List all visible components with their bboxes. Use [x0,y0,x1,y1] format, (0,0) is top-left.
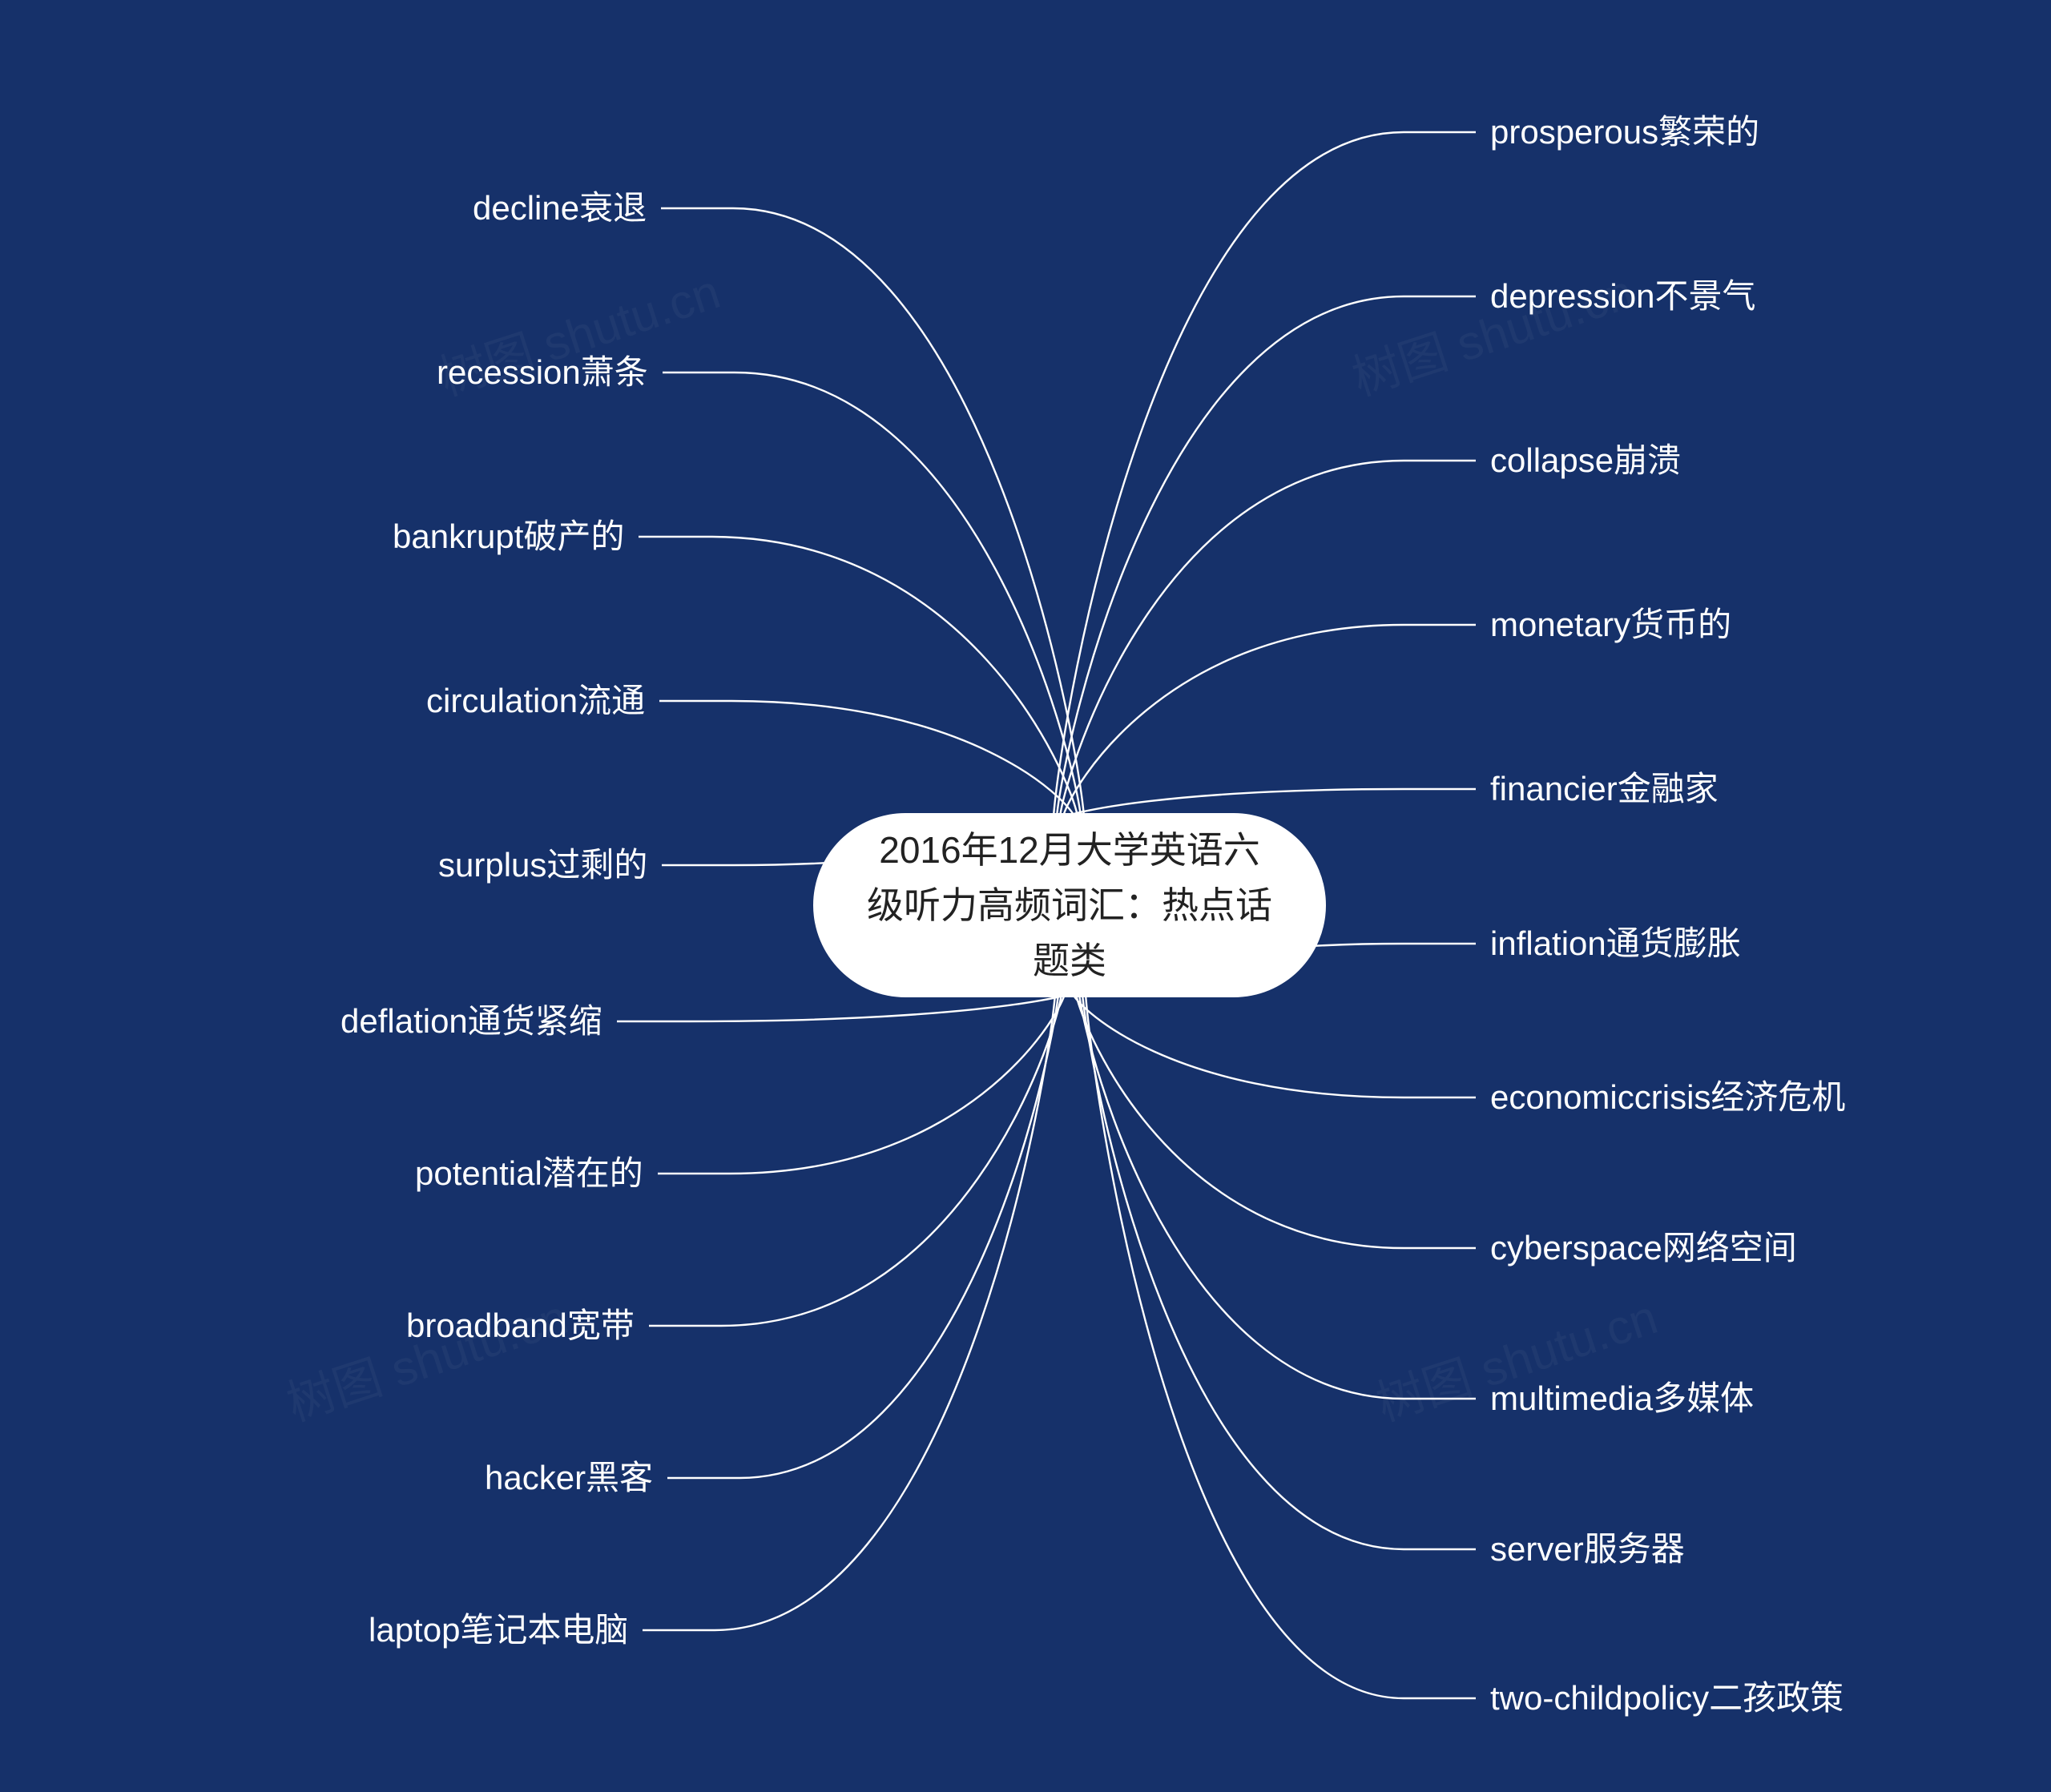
edge [661,208,1084,816]
edge [1076,994,1476,1248]
edge [659,701,1074,816]
center-node: 2016年12月大学英语六级听力高频词汇：热点话题类 [813,813,1326,997]
leaf-node: depression不景气 [1490,280,1755,313]
leaf-node: multimedia多媒体 [1490,1382,1754,1415]
leaf-node: circulation流通 [426,684,645,718]
leaf-node: prosperous繁荣的 [1490,115,1759,149]
leaf-node: financier金融家 [1490,772,1719,806]
edge [617,994,1068,1021]
leaf-node: monetary货币的 [1490,608,1731,642]
edge [1063,625,1476,816]
edge [1066,789,1476,816]
mindmap-stage: 树图 shutu.cn树图 shutu.cn树图 shutu.cn树图 shut… [0,0,2051,1792]
edge [1086,994,1476,1698]
watermark: 树图 shutu.cn [276,1279,575,1435]
edge [1073,994,1476,1097]
edge [1057,296,1476,816]
leaf-node: hacker黑客 [485,1461,653,1495]
leaf-node: recession萧条 [437,356,648,389]
edge [649,994,1062,1326]
leaf-node: bankrupt破产的 [393,520,624,554]
edge [658,994,1065,1174]
edge [643,994,1055,1630]
leaf-node: decline衰退 [473,191,647,225]
leaf-node: inflation通货膨胀 [1490,927,1741,960]
leaf-node: economiccrisis经济危机 [1490,1081,1845,1114]
leaf-node: server服务器 [1490,1532,1685,1566]
leaf-node: collapse崩溃 [1490,444,1681,477]
edge [667,994,1058,1478]
edge [1060,461,1476,816]
edge [1079,994,1476,1399]
edge [663,372,1081,816]
leaf-node: deflation通货紧缩 [340,1005,602,1038]
edge [639,537,1078,816]
edge [1082,994,1476,1549]
leaf-node: surplus过剩的 [438,848,647,882]
edge [1054,132,1476,816]
leaf-node: two-childpolicy二孩政策 [1490,1681,1843,1715]
leaf-node: broadband宽带 [406,1309,635,1343]
leaf-node: cyberspace网络空间 [1490,1231,1797,1265]
leaf-node: potential潜在的 [415,1157,643,1190]
leaf-node: laptop笔记本电脑 [369,1613,628,1647]
